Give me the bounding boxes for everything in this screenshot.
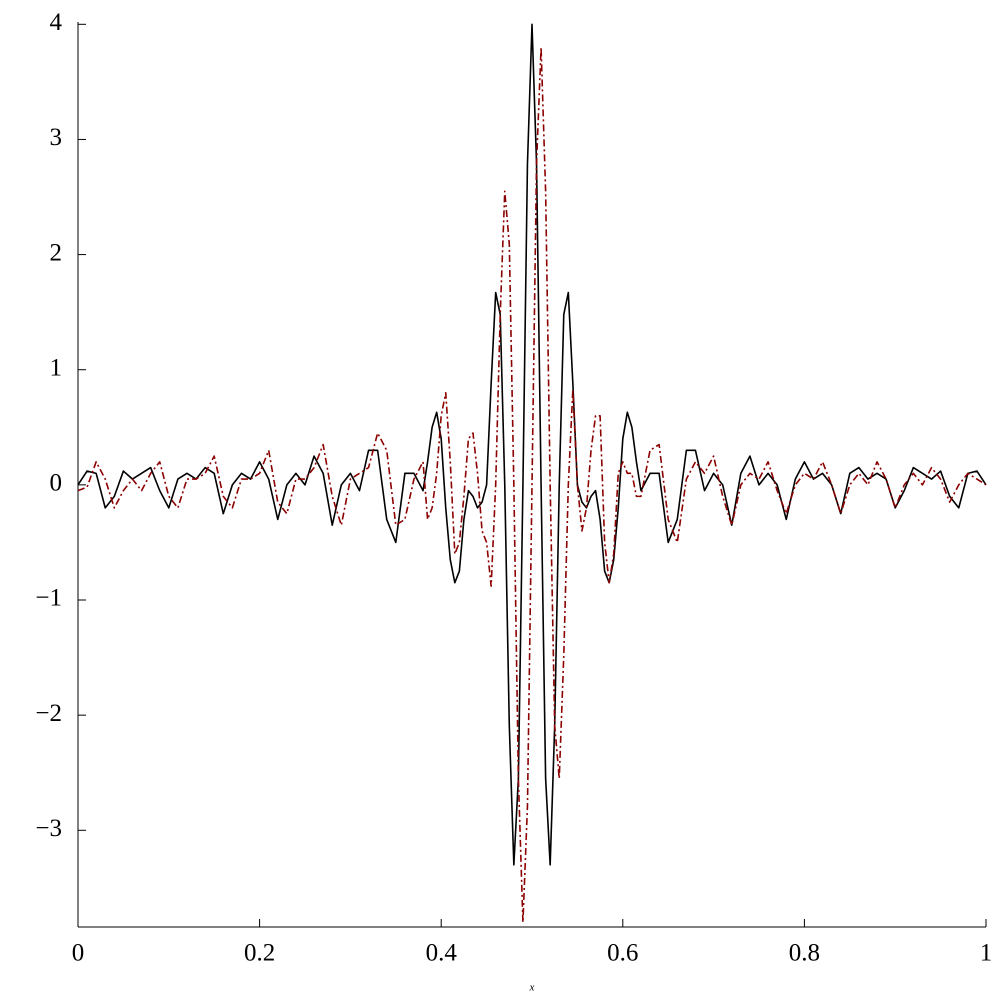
x-tick-label: 1	[980, 940, 993, 967]
y-tick-label: −3	[35, 815, 62, 842]
x-tick-label: 0	[72, 940, 85, 967]
y-tick-label: 2	[50, 239, 63, 266]
x-tick-label: 0.4	[426, 940, 458, 967]
x-tick-label: 0.2	[244, 940, 275, 967]
series-line	[77, 46, 987, 924]
y-tick-label: 1	[50, 354, 63, 381]
y-tick-label: 0	[50, 470, 63, 497]
x-tick-label: 0.8	[789, 940, 820, 967]
y-tick-label: −1	[35, 585, 62, 612]
x-axis-label: x	[529, 982, 535, 994]
y-tick-label: 4	[50, 9, 63, 36]
y-tick-label: 3	[50, 124, 63, 151]
x-tick-label: 0.6	[607, 940, 638, 967]
series-line	[77, 23, 987, 866]
y-tick-label: −2	[35, 700, 62, 727]
